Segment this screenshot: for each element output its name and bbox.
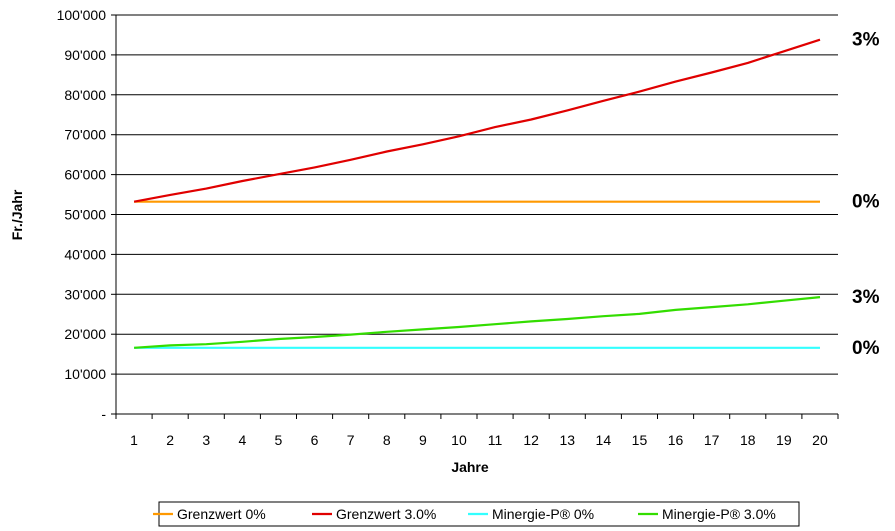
- y-tick-label: 100'000: [57, 7, 107, 23]
- x-tick-labels: 1 2 3 4 5 6 7 8 9 10 11 12 13 14 15 16 17 18 19 20: [130, 432, 828, 448]
- series-line-4: [134, 296, 821, 349]
- grid-lines: [116, 14, 838, 375]
- x-tick-label: 18: [740, 432, 756, 448]
- series-annotation: 3%: [852, 30, 880, 51]
- y-axis-title: Fr./Jahr: [9, 189, 25, 240]
- x-tick-label: 6: [311, 432, 319, 448]
- legend-label: Minergie-P® 0%: [492, 506, 594, 522]
- x-tick-label: 1: [130, 432, 138, 448]
- x-tick-label: 17: [704, 432, 720, 448]
- x-tick-label: 9: [419, 432, 427, 448]
- x-axis-title: Jahre: [451, 459, 489, 475]
- x-tick-label: 16: [668, 432, 684, 448]
- x-tick-label: 15: [632, 432, 648, 448]
- y-tick-label: 10'000: [64, 366, 106, 382]
- y-tick-label: 90'000: [64, 47, 106, 63]
- x-tick-label: 12: [523, 432, 539, 448]
- legend-label: Grenzwert 0%: [177, 506, 266, 522]
- y-tick-label: 20'000: [64, 326, 106, 342]
- x-tick-label: 4: [238, 432, 246, 448]
- x-tick-label: 3: [202, 432, 210, 448]
- x-tick-label: 8: [383, 432, 391, 448]
- x-tick-label: 10: [451, 432, 467, 448]
- y-tick-labels: - 10'000 20'000 30'000 40'000 50'000 60'000 70'…: [57, 7, 107, 422]
- x-tick-label: 19: [776, 432, 792, 448]
- x-tick-label: 5: [275, 432, 283, 448]
- x-tick-label: 2: [166, 432, 174, 448]
- y-tick-label: 80'000: [64, 87, 106, 103]
- y-tick-label: 60'000: [64, 167, 106, 183]
- series-lines: [133, 38, 821, 349]
- series-annotation: 0%: [852, 338, 880, 359]
- x-tick-label: 14: [596, 432, 612, 448]
- legend: Grenzwert 0% Grenzwert 3.0% Minergie-P® 0%…: [153, 501, 800, 527]
- axes: [111, 14, 839, 419]
- x-tick-label: 20: [812, 432, 828, 448]
- y-tick-label: 30'000: [64, 286, 106, 302]
- x-tick-label: 13: [559, 432, 575, 448]
- legend-label: Minergie-P® 3.0%: [662, 506, 776, 522]
- y-tick-label: 50'000: [64, 207, 106, 223]
- legend-label: Grenzwert 3.0%: [336, 506, 436, 522]
- y-tick-label: 70'000: [64, 127, 106, 143]
- series-annotation: 0%: [852, 192, 880, 213]
- y-tick-label: -: [101, 406, 106, 422]
- y-tick-label: 40'000: [64, 246, 106, 262]
- x-tick-label: 7: [347, 432, 355, 448]
- series-line-2: [133, 38, 821, 203]
- series-annotation: 3%: [852, 287, 880, 308]
- x-tick-label: 11: [488, 432, 503, 448]
- side-annotations: 3% 0% 3% 0%: [852, 30, 880, 359]
